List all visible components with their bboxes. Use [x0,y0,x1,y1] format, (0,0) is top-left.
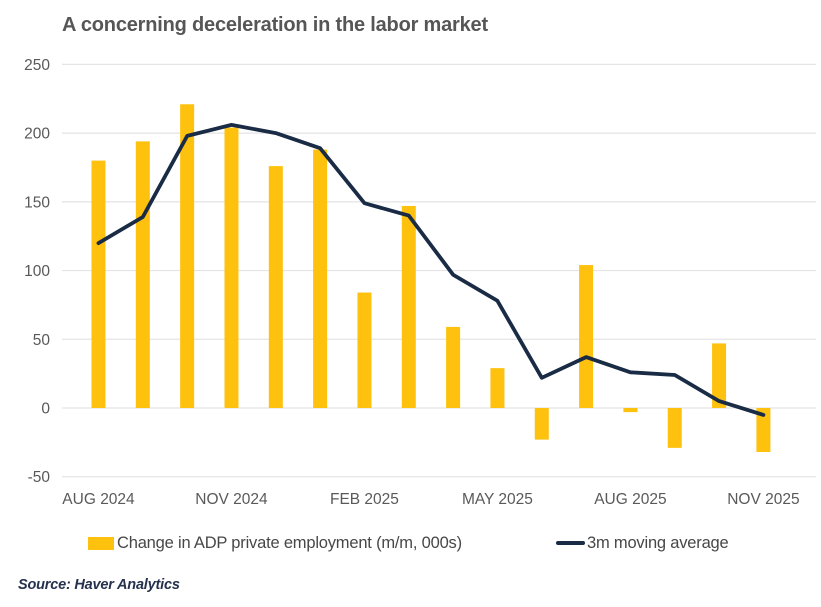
bar-series-swatch [88,536,114,550]
bar-jun-2025 [534,408,549,440]
y-tick-150: 150 [24,194,50,211]
y-tick-100: 100 [24,263,50,280]
bar-feb-2025 [357,292,372,408]
x-tick-feb-2025: FEB 2025 [330,491,399,508]
legend-label-bars: Change in ADP private employment (m/m, 0… [117,533,462,552]
y-tick-50: 50 [33,332,51,349]
bar-apr-2025 [446,326,461,408]
y-tick--50: -50 [28,469,51,486]
bar-jul-2025 [579,265,594,408]
legend-item-line: 3m moving average [556,531,729,555]
legend-label-line: 3m moving average [587,533,729,552]
line-series-swatch [556,541,585,545]
source-note: Source: Haver Analytics [18,577,180,593]
x-tick-aug-2025: AUG 2025 [594,491,666,508]
bar-jan-2025 [313,149,328,408]
bar-aug-2024 [91,160,106,408]
bar-oct-2025 [712,343,727,408]
legend-item-bars: Change in ADP private employment (m/m, 0… [88,531,462,555]
bar-dec-2024 [268,166,283,408]
moving-average-line [96,123,766,417]
x-tick-may-2025: MAY 2025 [462,491,533,508]
y-tick-0: 0 [41,401,50,418]
chart-legend: Change in ADP private employment (m/m, 0… [0,531,821,555]
bar-oct-2024 [180,104,195,408]
bar-may-2025 [490,368,505,408]
bar-sep-2025 [667,408,682,448]
y-tick-200: 200 [24,126,50,143]
chart-title: A concerning deceleration in the labor m… [62,14,488,36]
bar-sep-2024 [135,141,150,408]
x-tick-aug-2024: AUG 2024 [62,491,135,508]
bar-aug-2025 [623,408,638,413]
x-tick-nov-2025: NOV 2025 [727,491,799,508]
y-tick-250: 250 [24,57,50,74]
bar-nov-2025 [756,408,771,452]
bar-mar-2025 [401,205,416,408]
x-tick-nov-2024: NOV 2024 [195,491,268,508]
bar-nov-2024 [224,127,239,408]
